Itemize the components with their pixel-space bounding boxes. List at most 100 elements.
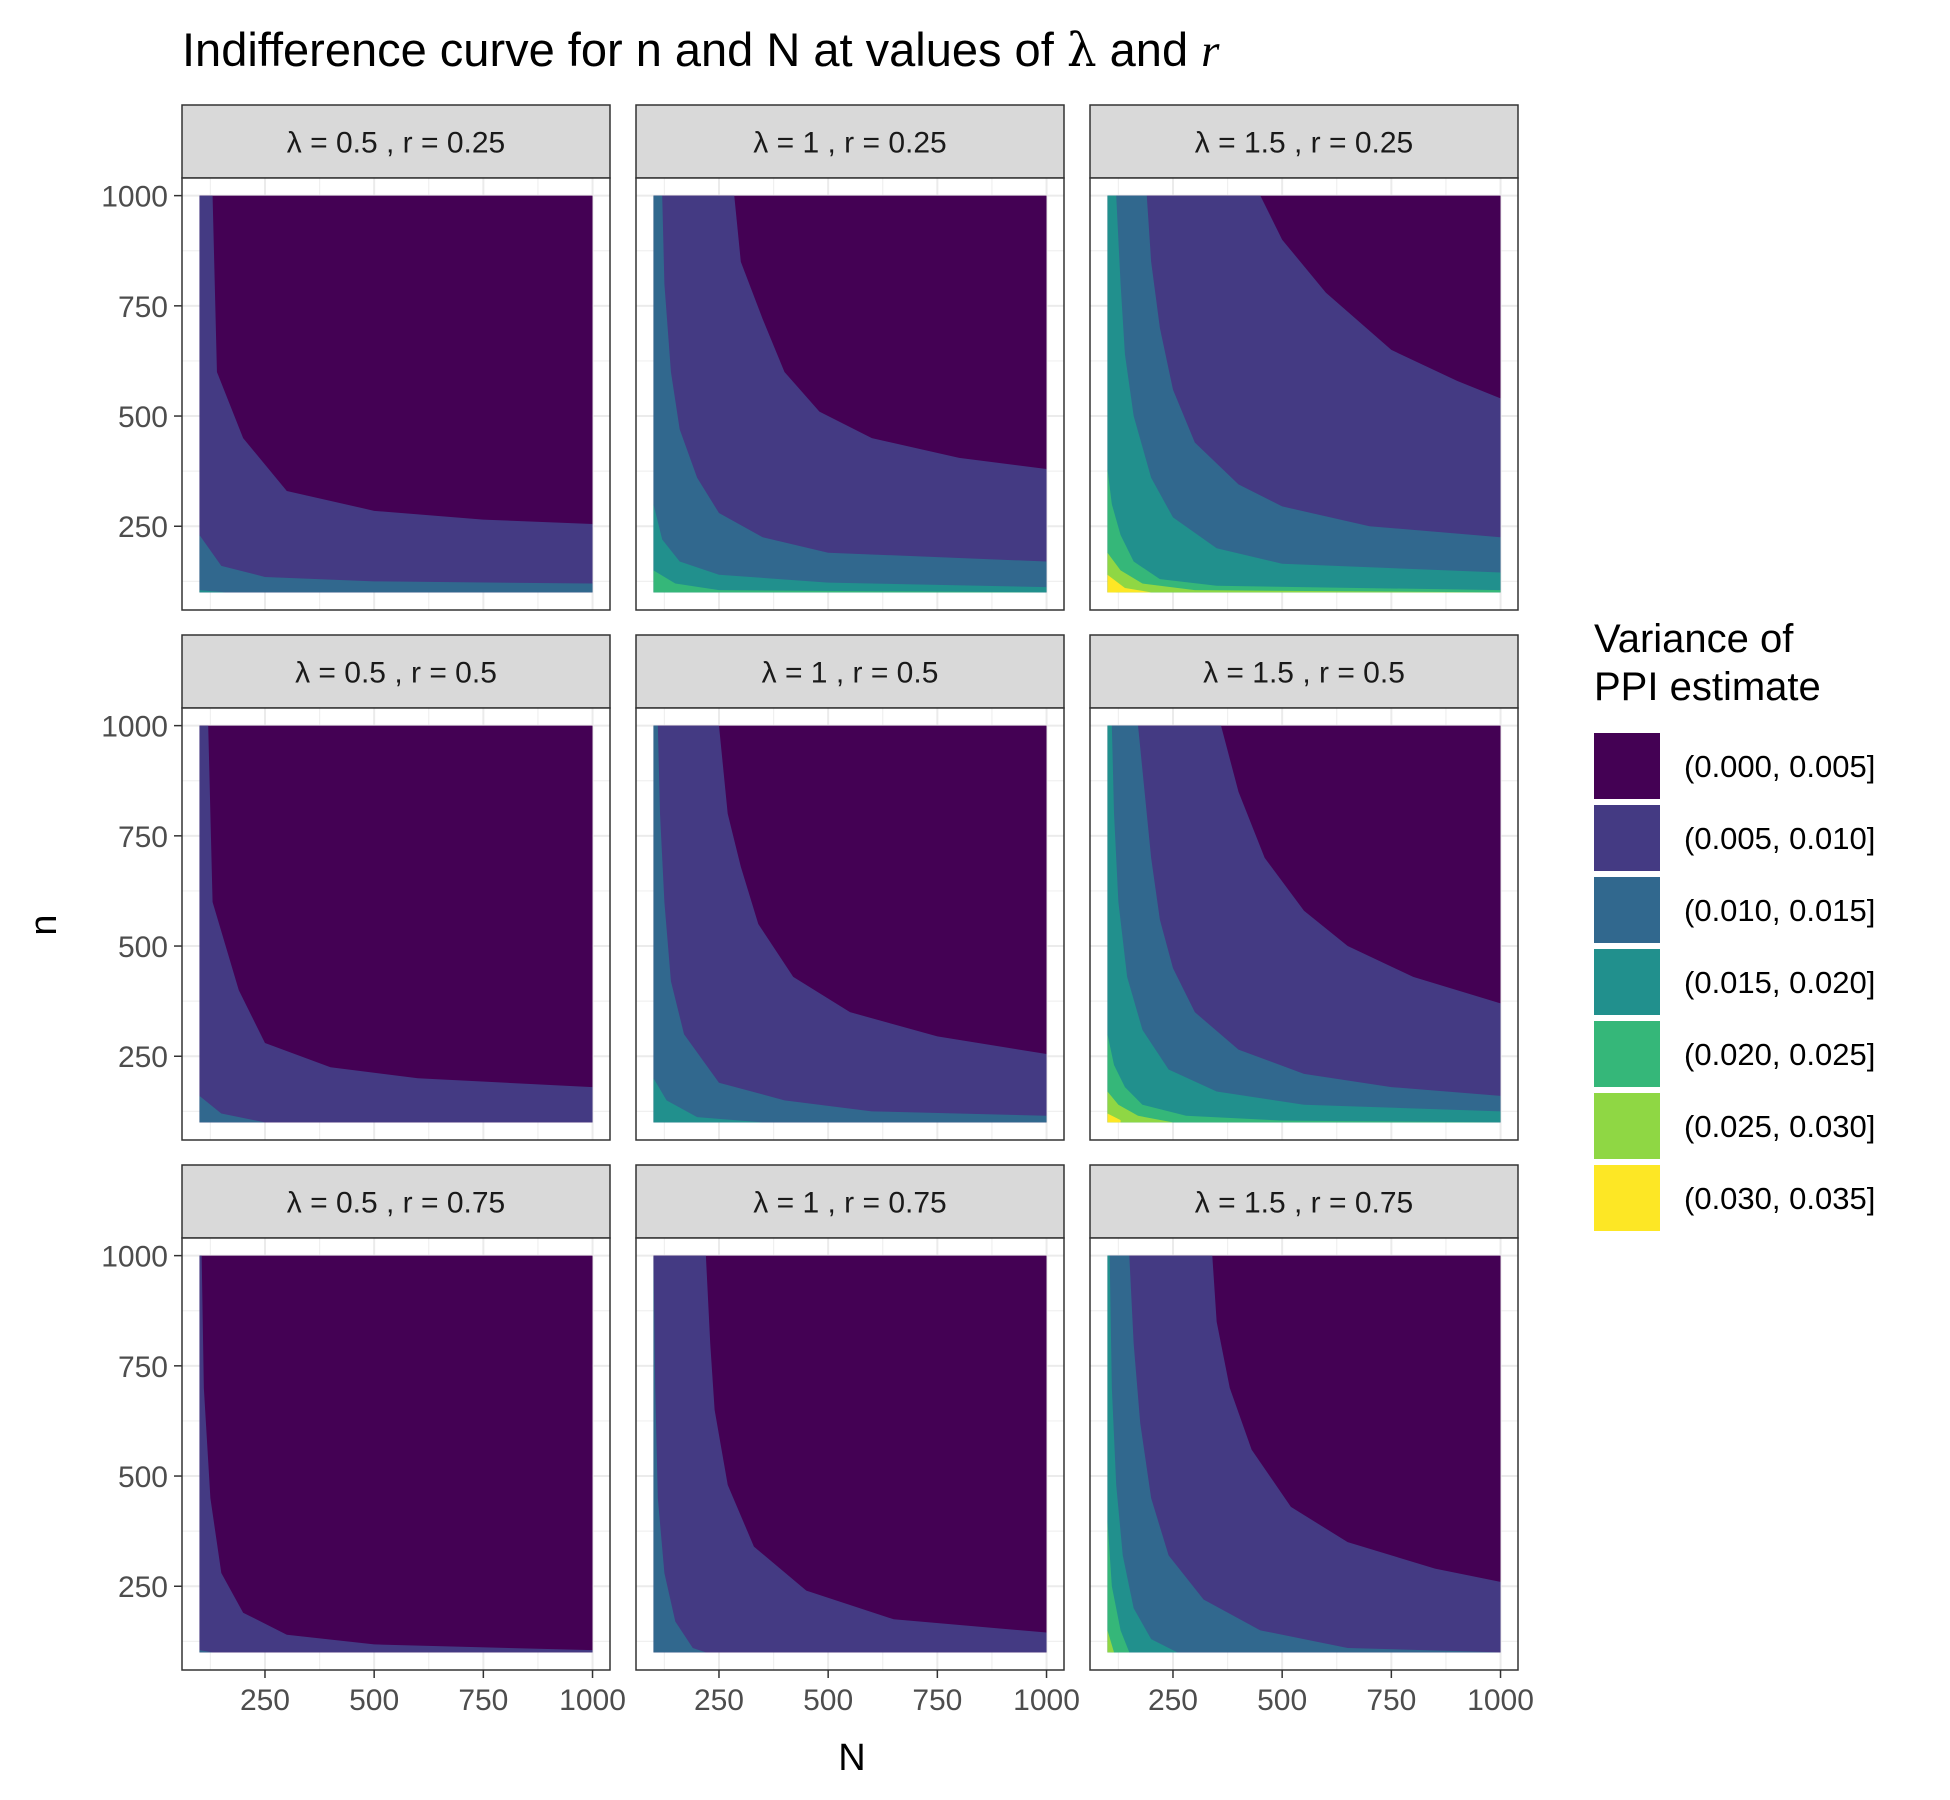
x-tick-label: 1000 [559,1684,626,1717]
contour-region-2 [653,195,1047,593]
contour-region-4 [1107,468,1501,593]
facet-panel: λ = 0.5 , r = 0.5 250 500 750 1000 [101,634,611,1141]
contour-region-3 [1107,195,1501,593]
contour-region-3 [1107,725,1501,1123]
contour-region-1 [199,1255,593,1653]
x-tick-label: 250 [694,1684,744,1717]
facet-strip-label: λ = 0.5 , r = 0.75 [287,1187,505,1220]
facet-panel: λ = 1.5 , r = 0.5 [1089,634,1519,1141]
facet-strip [635,634,1065,709]
contour-region-5 [1107,1630,1115,1653]
contour-region-1 [653,725,1047,1123]
x-tick-label: 250 [240,1684,290,1717]
facet-strip [1089,1164,1519,1239]
facet-strip-label: λ = 1 , r = 0.25 [753,127,946,160]
contour-regions [199,725,593,1123]
legend-label: (0.025, 0.030] [1684,1109,1875,1144]
contour-regions [653,1255,1047,1653]
y-tick-label: 250 [118,1571,168,1604]
facet-strip-label: λ = 1 , r = 0.5 [762,657,939,690]
contour-region-2 [1107,195,1501,593]
x-tick-label: 500 [1257,1684,1307,1717]
chart-title: Indifference curve for n and N at values… [182,23,1220,78]
contour-region-1 [653,195,1047,593]
y-tick-label: 250 [118,511,168,544]
y-tick-label: 750 [118,1351,168,1384]
facet-panel: λ = 0.5 , r = 0.25 250 500 750 1000 [101,104,611,611]
facet-strip [635,104,1065,179]
contour-region-2 [199,535,593,593]
legend-title: Variance of [1594,617,1794,661]
contour-region-1 [199,725,593,1123]
contour-region-0 [199,1255,593,1653]
facet-panel: λ = 1.5 , r = 0.75 250 500 750 1000 [1089,1164,1534,1717]
legend-label: (0.030, 0.035] [1684,1181,1875,1216]
y-axis-label: n [23,914,65,935]
legend-label: (0.015, 0.020] [1684,965,1875,1000]
facet-strip-label: λ = 0.5 , r = 0.5 [295,657,497,690]
facet-panel: λ = 1 , r = 0.5 [635,634,1065,1141]
x-tick-label: 750 [458,1684,508,1717]
legend-label: (0.020, 0.025] [1684,1037,1875,1072]
facet-strip [181,1164,611,1239]
contour-region-2 [653,725,1047,1123]
facet-strip-label: λ = 0.5 , r = 0.25 [287,127,505,160]
facet-panel: λ = 1.5 , r = 0.25 [1089,104,1519,611]
y-tick-label: 500 [118,1461,168,1494]
contour-region-2 [199,1650,213,1653]
facet-strip-label: λ = 1.5 , r = 0.5 [1203,657,1405,690]
contour-region-3 [199,590,226,593]
contour-region-1 [199,195,593,593]
contour-region-1 [653,1255,1047,1653]
contour-regions [1107,725,1501,1123]
legend-key [1594,949,1660,1015]
contour-region-2 [653,1255,706,1653]
legend-key [1594,733,1660,799]
facet-strip-label: λ = 1 , r = 0.75 [753,1187,946,1220]
contour-regions [653,725,1047,1123]
y-tick-label: 250 [118,1041,168,1074]
contour-region-7 [1107,587,1117,593]
y-tick-label: 1000 [101,711,168,744]
x-tick-label: 750 [912,1684,962,1717]
contour-region-3 [653,504,1047,593]
legend-key [1594,1093,1660,1159]
contour-region-6 [1107,1113,1121,1123]
facet-strip [181,634,611,709]
legend-label: (0.000, 0.005] [1684,749,1875,784]
panel-border [1089,1237,1519,1671]
x-axis-label: N [838,1737,865,1779]
panel-border [1089,177,1519,611]
x-tick-label: 750 [1366,1684,1416,1717]
panel-border [1089,707,1519,1141]
legend-key [1594,877,1660,943]
panel-border [181,1237,611,1671]
contour-regions [199,1255,593,1653]
y-tick-label: 1000 [101,181,168,214]
contour-region-4 [653,570,1047,593]
panel-border [181,707,611,1141]
x-tick-label: 500 [349,1684,399,1717]
x-tick-label: 1000 [1013,1684,1080,1717]
contour-regions [1107,1255,1501,1653]
legend-title: PPI estimate [1594,665,1821,709]
x-tick-label: 1000 [1467,1684,1534,1717]
contour-regions [199,195,593,593]
panel-border [181,177,611,611]
panel-border [635,707,1065,1141]
contour-region-1 [1107,1255,1501,1653]
facet-panel: λ = 1 , r = 0.75 250 500 750 1000 [635,1164,1080,1717]
y-tick-label: 500 [118,931,168,964]
contour-region-2 [199,1095,265,1123]
facet-strip [635,1164,1065,1239]
facet-strip-label: λ = 1.5 , r = 0.25 [1195,127,1413,160]
y-tick-label: 500 [118,401,168,434]
x-tick-label: 500 [803,1684,853,1717]
facet-strip [181,104,611,179]
legend-label: (0.010, 0.015] [1684,893,1875,928]
contour-region-3 [653,1078,763,1123]
y-tick-label: 750 [118,291,168,324]
